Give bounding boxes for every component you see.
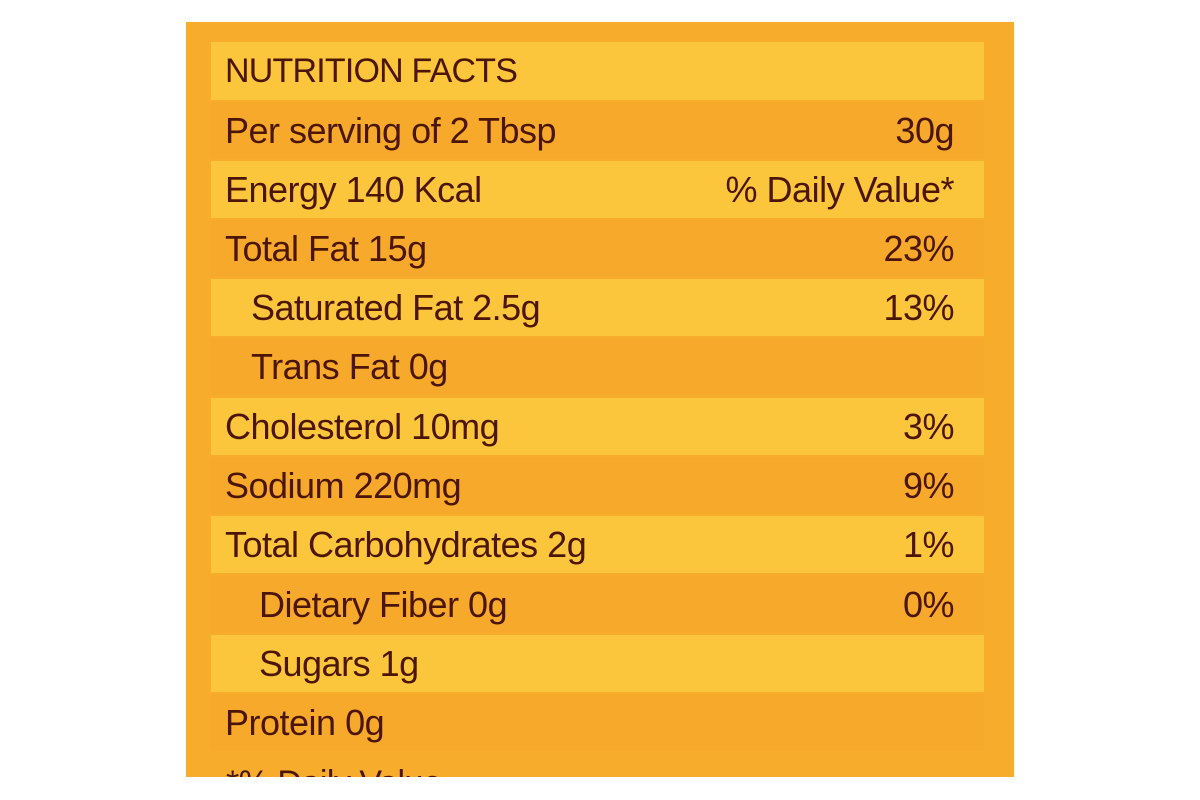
nutrient-label: Protein 0g <box>225 701 385 743</box>
nutrient-row-saturated-fat: Saturated Fat 2.5g 13% <box>211 279 984 336</box>
nutrient-label: Sugars 1g <box>259 642 419 684</box>
nutrient-row-sugars: Sugars 1g <box>211 635 984 692</box>
nutrient-daily-value: 3% <box>902 405 955 447</box>
nutrient-row-protein: Protein 0g <box>211 694 984 751</box>
nutrient-label: Sodium 220mg <box>225 464 462 506</box>
nutrient-label: Trans Fat 0g <box>251 345 448 387</box>
serving-row: Per serving of 2 Tbsp 30g <box>211 102 984 159</box>
nutrition-facts-panel: NUTRITION FACTS Per serving of 2 Tbsp 30… <box>186 22 1014 777</box>
nutrient-row-total-carbohydrates: Total Carbohydrates 2g 1% <box>211 516 984 573</box>
nutrient-row-trans-fat: Trans Fat 0g <box>211 338 984 395</box>
nutrition-title: NUTRITION FACTS <box>225 51 518 90</box>
nutrition-title-row: NUTRITION FACTS <box>211 42 984 100</box>
serving-size-value: 30g <box>895 109 954 151</box>
nutrient-row-total-fat: Total Fat 15g 23% <box>211 220 984 277</box>
energy-label: Energy 140 Kcal <box>225 168 482 210</box>
nutrient-daily-value: 13% <box>883 286 954 328</box>
nutrient-daily-value: 1% <box>902 523 955 565</box>
nutrient-row-dietary-fiber: Dietary Fiber 0g 0% <box>211 576 984 633</box>
daily-value-footnote: *% Daily Value <box>226 764 442 777</box>
nutrient-daily-value: 23% <box>883 227 954 269</box>
nutrient-row-cholesterol: Cholesterol 10mg 3% <box>211 398 984 455</box>
nutrient-label: Cholesterol 10mg <box>225 405 500 447</box>
energy-row: Energy 140 Kcal % Daily Value* <box>211 161 984 218</box>
nutrient-label: Total Fat 15g <box>225 227 427 269</box>
nutrient-label: Dietary Fiber 0g <box>259 583 508 625</box>
nutrient-row-sodium: Sodium 220mg 9% <box>211 457 984 514</box>
daily-value-header: % Daily Value* <box>725 168 955 210</box>
nutrient-daily-value: 9% <box>902 464 955 506</box>
nutrient-label: Saturated Fat 2.5g <box>251 286 541 328</box>
nutrient-daily-value: 0% <box>902 583 955 625</box>
nutrient-label: Total Carbohydrates 2g <box>225 523 587 565</box>
serving-size-label: Per serving of 2 Tbsp <box>225 109 557 151</box>
